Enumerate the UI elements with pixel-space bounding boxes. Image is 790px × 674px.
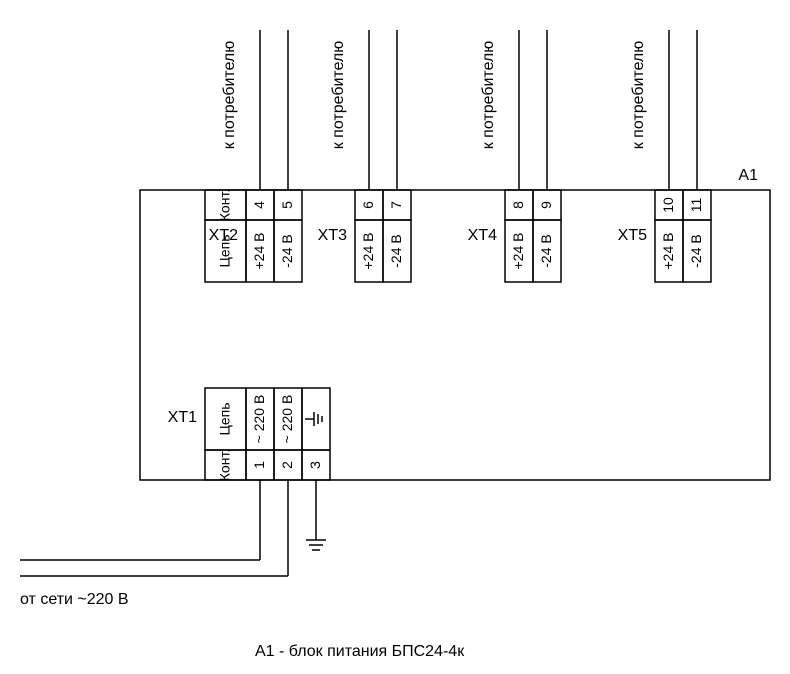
pin-num-XT3-7: 7 xyxy=(388,201,404,209)
circuit-text-XT5-11: -24 В xyxy=(688,234,704,267)
pin-num-XT5-11: 11 xyxy=(688,198,704,213)
input-source-label: от сети ~220 В xyxy=(20,591,129,608)
terminal-label-xt4: XT4 xyxy=(468,227,497,244)
pin-num-XT2-5: 5 xyxy=(279,201,295,209)
unit-label: A1 xyxy=(738,167,758,184)
terminal-label-xt5: XT5 xyxy=(618,227,647,244)
consumer-label-xt5: к потребителю xyxy=(630,41,647,150)
circuit-text-XT2-4: +24 В xyxy=(251,233,267,270)
circuit-text-XT4-9: -24 В xyxy=(538,234,554,267)
pin-num-XT4-8: 8 xyxy=(510,201,526,209)
consumer-label-xt4: к потребителю xyxy=(480,41,497,150)
consumer-label-xt2: к потребителю xyxy=(221,41,238,150)
out-header-kont: Конт. xyxy=(217,189,233,221)
circuit-text-XT4-8: +24 В xyxy=(510,233,526,270)
terminal-label-xt1: XT1 xyxy=(168,409,197,426)
consumer-label-xt3: к потребителю xyxy=(330,41,347,150)
pin-num-XT2-4: 4 xyxy=(251,201,267,209)
circuit-text-XT2-5: -24 В xyxy=(279,234,295,267)
pin-num-XT1-3: 3 xyxy=(307,461,323,469)
caption: А1 - блок питания БПС24-4к xyxy=(255,643,465,660)
pin-num-XT5-10: 10 xyxy=(660,197,676,213)
circuit-text-XT3-7: -24 В xyxy=(388,234,404,267)
pin-num-XT1-2: 2 xyxy=(279,461,295,469)
circuit-text-XT3-6: +24 В xyxy=(360,233,376,270)
pin-num-XT1-1: 1 xyxy=(251,461,267,469)
circuit-text-XT1-2: ~ 220 В xyxy=(279,395,295,444)
circuit-text-XT1-1: ~ 220 В xyxy=(251,395,267,444)
terminal-label-xt2: XT2 xyxy=(209,227,238,244)
pin-num-XT4-9: 9 xyxy=(538,201,554,209)
circuit-text-XT5-10: +24 В xyxy=(660,233,676,270)
pin-num-XT3-6: 6 xyxy=(360,201,376,209)
in-header-circuit: Цепь xyxy=(217,402,233,435)
terminal-label-xt3: XT3 xyxy=(318,227,347,244)
in-header-kont: Конт. xyxy=(217,449,233,481)
